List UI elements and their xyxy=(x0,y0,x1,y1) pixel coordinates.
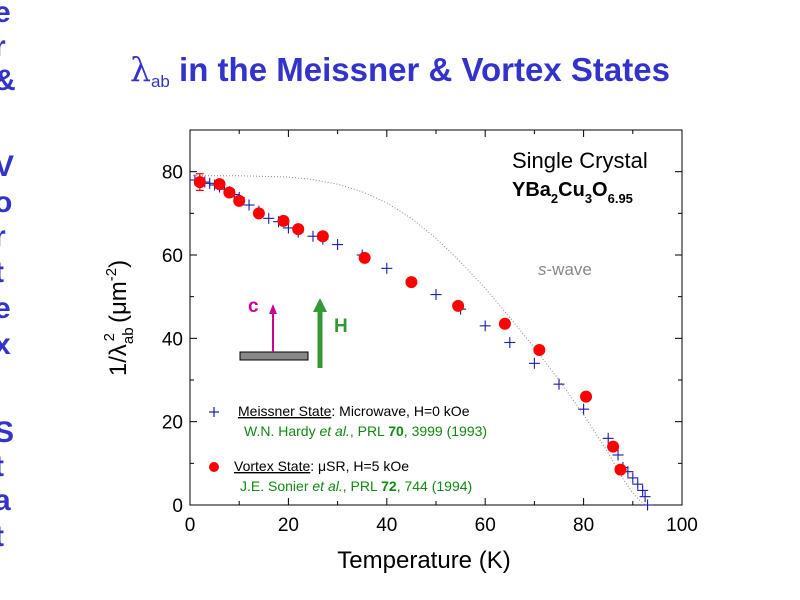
vortex-point xyxy=(498,317,511,330)
side-letter: t xyxy=(0,450,4,484)
meissner-point xyxy=(263,212,275,224)
meissner-point xyxy=(307,230,319,242)
x-tick-label: 100 xyxy=(666,515,698,536)
vortex-point xyxy=(252,207,265,220)
title-subscript: ab xyxy=(150,72,170,91)
side-letter: V xyxy=(0,150,15,183)
side-letter: t xyxy=(0,256,4,290)
side-letter: & xyxy=(0,64,16,98)
y-tick-label: 40 xyxy=(162,329,183,350)
side-letter: S xyxy=(0,416,15,449)
vortex-point xyxy=(607,440,620,453)
axis-ticks: 0 20 40 60 80 100 0 20 40 60 80 xyxy=(162,130,698,536)
legend: Meissner State: Microwave, H=0 kOe W.N. … xyxy=(209,403,487,494)
y-axis-label: 1/λab2(μm-2) xyxy=(101,260,137,376)
c-axis-arrowhead xyxy=(269,304,277,314)
swave-line xyxy=(190,175,646,506)
side-letter: o xyxy=(0,186,13,219)
sample-formula: YBa2Cu3O6.95 xyxy=(512,179,633,206)
h-field-label: H xyxy=(334,316,348,337)
vortex-point xyxy=(213,178,226,191)
side-letter: e xyxy=(0,292,11,325)
meissner-point xyxy=(479,320,491,332)
meissner-point xyxy=(627,472,639,484)
title-symbol: λ xyxy=(130,50,151,89)
side-letter: a xyxy=(0,484,11,517)
legend-vortex-label: Vortex State: μSR, H=5 kOe xyxy=(234,458,409,474)
meissner-point xyxy=(528,357,540,369)
vortex-point xyxy=(614,463,627,476)
vortex-series xyxy=(193,173,627,476)
y-tick-label: 60 xyxy=(162,246,183,267)
meissner-point xyxy=(612,449,624,461)
side-letter: e xyxy=(0,0,11,29)
vortex-point xyxy=(452,299,465,312)
swave-label: s-wave xyxy=(538,260,592,279)
c-axis-label: c xyxy=(248,296,259,317)
side-letter: r xyxy=(0,30,6,64)
vortex-point xyxy=(292,223,305,236)
title-text: in the Meissner & Vortex States xyxy=(169,51,670,88)
meissner-point xyxy=(637,484,649,496)
swave-curve xyxy=(190,175,646,506)
side-letter: r xyxy=(0,220,6,254)
vortex-point xyxy=(223,186,236,199)
meissner-point xyxy=(642,499,654,511)
meissner-point xyxy=(332,239,344,251)
meissner-point xyxy=(504,337,516,348)
legend-meissner-marker xyxy=(209,407,219,417)
vortex-point xyxy=(405,276,418,289)
crystal-slab xyxy=(239,351,309,361)
vortex-point xyxy=(277,214,290,227)
vortex-point xyxy=(193,176,206,189)
x-axis-label: Temperature (K) xyxy=(337,547,510,574)
x-tick-label: 20 xyxy=(278,515,299,536)
x-tick-label: 80 xyxy=(573,515,594,536)
meissner-point xyxy=(243,199,255,211)
vortex-point xyxy=(533,344,546,356)
sample-line1: Single Crystal xyxy=(512,148,648,173)
vortex-point xyxy=(580,390,593,403)
x-tick-label: 60 xyxy=(475,515,496,536)
meissner-point xyxy=(602,432,614,444)
meissner-point xyxy=(381,262,393,274)
field-geometry-diagram: c H xyxy=(239,296,348,368)
meissner-point xyxy=(639,491,651,503)
slide-title: λab in the Meissner & Vortex States xyxy=(0,50,800,92)
meissner-point xyxy=(430,289,442,301)
x-tick-label: 40 xyxy=(376,515,397,536)
x-tick-label: 0 xyxy=(185,515,196,536)
legend-vortex-reference: J.E. Sonier et al., PRL 72, 744 (1994) xyxy=(240,478,472,494)
y-tick-label: 0 xyxy=(172,496,183,517)
side-letter: t xyxy=(0,520,4,554)
h-field-arrowhead xyxy=(313,298,327,312)
legend-meissner-reference: W.N. Hardy et al., PRL 70, 3999 (1993) xyxy=(244,423,487,439)
meissner-point xyxy=(578,403,590,415)
legend-meissner-label: Meissner State: Microwave, H=0 kOe xyxy=(238,403,470,419)
y-tick-label: 20 xyxy=(162,413,183,434)
y-tick-label: 80 xyxy=(162,163,183,184)
vortex-point xyxy=(316,230,329,243)
meissner-point xyxy=(632,478,644,490)
legend-vortex-marker xyxy=(209,462,219,472)
meissner-point xyxy=(553,378,565,390)
vortex-point xyxy=(358,251,371,264)
vortex-point xyxy=(233,194,246,207)
side-letter: x xyxy=(0,328,11,361)
meissner-point xyxy=(204,177,216,189)
